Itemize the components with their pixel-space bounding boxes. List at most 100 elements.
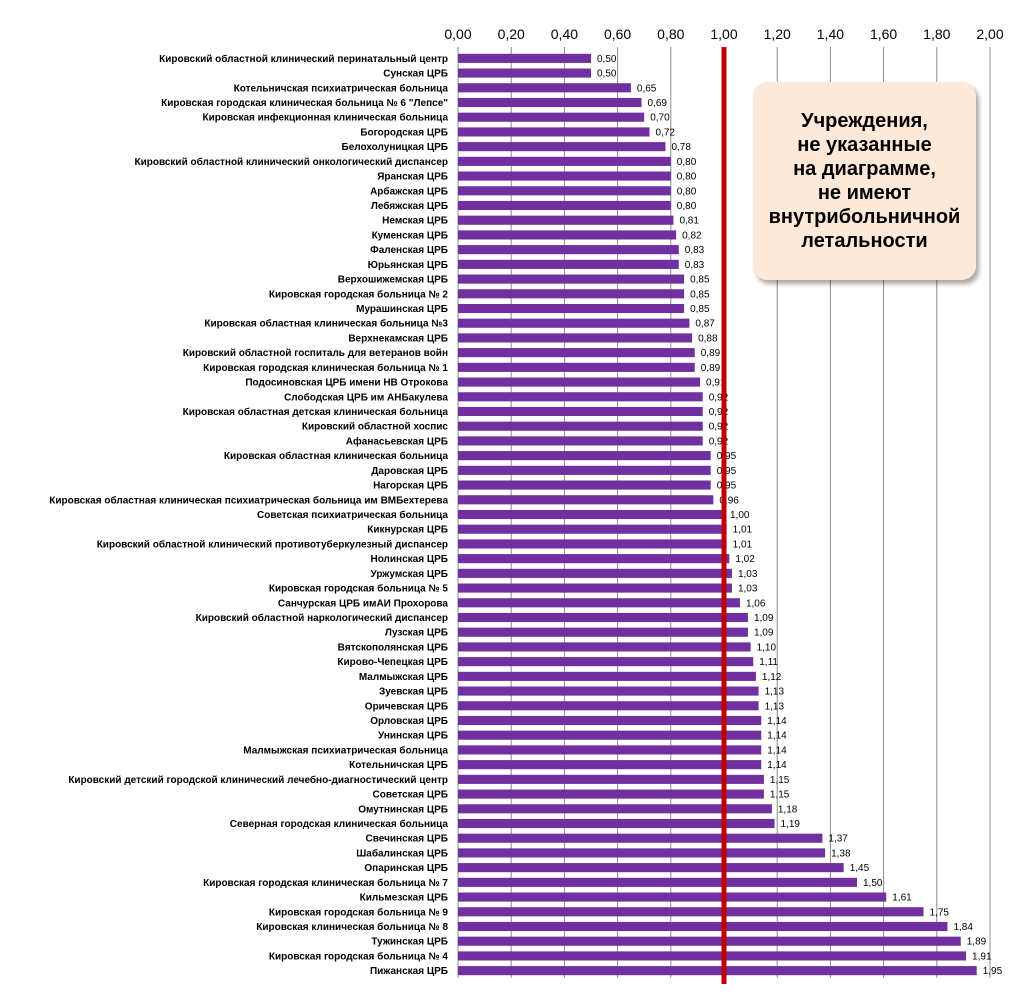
category-label: Лузская ЦРБ	[385, 628, 448, 639]
category-label: Пижанская ЦРБ	[370, 966, 448, 977]
category-label: Куменская ЦРБ	[372, 230, 448, 241]
value-label: 1,00	[730, 510, 750, 521]
x-tick-label: 1,20	[764, 26, 791, 42]
bar	[458, 833, 823, 843]
bar	[458, 480, 711, 490]
value-label: 1,37	[828, 834, 848, 845]
x-tick-label: 0,00	[444, 26, 471, 42]
value-label: 1,10	[757, 642, 777, 653]
value-label: 0,92	[709, 436, 729, 447]
value-label: 1,09	[754, 613, 774, 624]
category-label: Зуевская ЦРБ	[379, 687, 448, 698]
value-label: 0,83	[685, 245, 705, 256]
value-label: 0,95	[717, 466, 737, 477]
value-label: 0,88	[698, 333, 718, 344]
category-label: Слободская ЦРБ им АНБакулева	[284, 391, 448, 403]
value-label: 0,81	[679, 216, 699, 227]
category-label: Кировский областной клинический противот…	[97, 538, 448, 550]
category-label: Сунская ЦРБ	[383, 69, 448, 80]
bar	[458, 259, 679, 269]
value-label: 1,13	[765, 687, 785, 698]
value-label: 0,80	[677, 172, 697, 183]
x-tick-label: 0,60	[604, 26, 631, 42]
bar	[458, 289, 685, 299]
category-label: Кировская городская клиническая больница…	[203, 362, 448, 374]
value-label: 1,84	[953, 922, 973, 933]
category-label: Шабалинская ЦРБ	[356, 847, 448, 859]
value-label: 0,72	[656, 127, 676, 138]
category-label: Малмыжская ЦРБ	[359, 672, 448, 683]
bar	[458, 598, 740, 608]
value-label: 0,89	[701, 348, 721, 359]
bar	[458, 303, 685, 314]
category-label: Кировская городская клиническая больница…	[161, 97, 448, 109]
value-label: 0,89	[701, 363, 721, 374]
category-label: Северная городская клиническая больница	[230, 818, 449, 830]
bar	[458, 362, 695, 372]
category-label: Кировская городская клиническая больница…	[203, 877, 448, 889]
category-label: Кировская инфекционная клиническая больн…	[203, 112, 449, 124]
value-label: 1,18	[778, 804, 798, 815]
value-label: 0,69	[648, 98, 668, 109]
value-label: 0,92	[709, 392, 729, 403]
value-label: 0,50	[597, 69, 617, 80]
value-label: 0,80	[677, 201, 697, 212]
value-label: 0,70	[650, 113, 670, 124]
bar	[458, 465, 711, 475]
category-label: Юрьянская ЦРБ	[368, 260, 448, 271]
value-label: 1,61	[892, 893, 912, 904]
bar	[458, 701, 759, 711]
value-label: 1,14	[767, 760, 787, 771]
bar	[458, 612, 748, 623]
category-label: Советская ЦРБ	[373, 790, 448, 801]
category-label: Нолинская ЦРБ	[370, 554, 448, 565]
value-label: 0,85	[690, 289, 710, 300]
value-label: 0,95	[717, 451, 737, 462]
bar	[458, 68, 591, 78]
bar	[458, 318, 690, 328]
bar	[458, 392, 703, 402]
value-label: 1,45	[850, 863, 870, 874]
category-label: Тужинская ЦРБ	[371, 937, 448, 948]
category-label: Кировская областная клиническая больница…	[204, 318, 448, 330]
bar	[458, 921, 948, 932]
category-label: Лебяжская ЦРБ	[371, 200, 448, 212]
bar	[458, 627, 748, 637]
value-label: 1,89	[967, 937, 987, 948]
category-label: Кировский областной наркологический дисп…	[196, 612, 448, 624]
category-label: Котельничская психиатрическая больница	[234, 82, 449, 94]
value-label: 0,85	[690, 304, 710, 315]
value-label: 1,14	[767, 716, 787, 727]
category-label: Богородская ЦРБ	[360, 127, 448, 138]
bar	[458, 421, 703, 431]
category-label: Кикнурская ЦРБ	[367, 525, 448, 536]
category-label: Подосиновская ЦРБ имени НВ Отрокова	[245, 378, 448, 389]
category-label: Белохолуницкая ЦРБ	[342, 142, 448, 153]
bar	[458, 451, 711, 461]
category-label: Кировская областная детская клиническая …	[183, 406, 449, 418]
annotation-box: Учреждения, не указанные на диаграмме, н…	[753, 82, 976, 280]
bar	[458, 509, 724, 520]
x-tick-label: 1,40	[817, 26, 844, 42]
bar	[458, 804, 772, 814]
category-label: Верхошижемская ЦРБ	[338, 275, 448, 286]
category-label: Яранская ЦРБ	[377, 172, 448, 183]
category-label: Даровская ЦРБ	[371, 466, 448, 477]
value-label: 0,82	[682, 230, 702, 241]
bar	[458, 642, 751, 652]
value-label: 1,50	[863, 878, 883, 889]
bar	[458, 745, 762, 755]
bar	[458, 877, 857, 887]
bar	[458, 83, 631, 93]
bar	[458, 818, 775, 829]
bar	[458, 377, 701, 387]
category-label: Кировская городская больница № 2	[269, 288, 449, 300]
value-label: 1,38	[831, 848, 851, 859]
value-label: 0,85	[690, 275, 710, 286]
category-label: Кильмезская ЦРБ	[360, 893, 448, 904]
bar	[458, 436, 703, 446]
category-label: Котельничская ЦРБ	[349, 760, 448, 771]
category-label: Орловская ЦРБ	[370, 716, 448, 727]
category-label: Кировский детский городской клинический …	[68, 774, 448, 786]
